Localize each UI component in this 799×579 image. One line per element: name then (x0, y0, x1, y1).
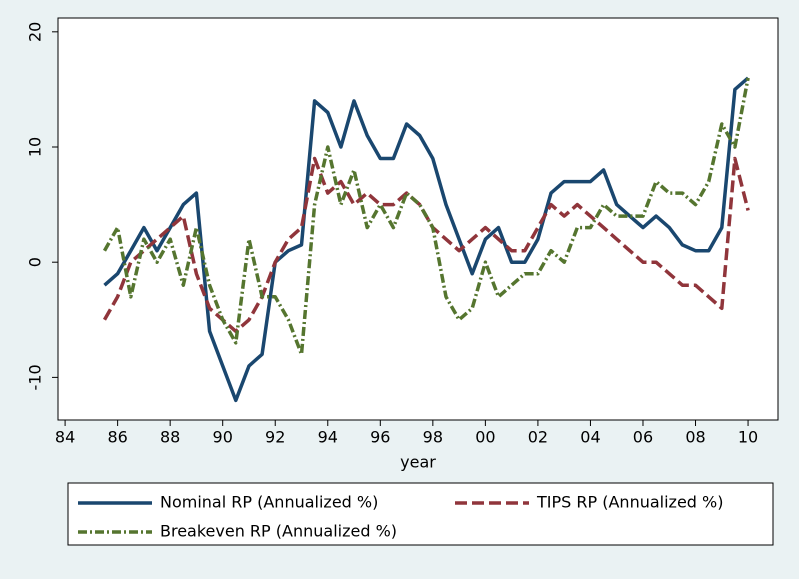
x-tick-label: 84 (55, 428, 75, 447)
x-tick-label: 08 (685, 428, 705, 447)
x-tick-label: 98 (423, 428, 443, 447)
legend (67, 482, 774, 546)
x-tick-label: 02 (528, 428, 548, 447)
x-tick-label: 88 (160, 428, 180, 447)
x-tick-label: 04 (580, 428, 600, 447)
x-tick-label: 92 (265, 428, 285, 447)
x-tick-label: 86 (107, 428, 127, 447)
y-tick-label: -10 (26, 364, 45, 390)
x-tick-label: 00 (475, 428, 495, 447)
legend-label: Breakeven RP (Annualized %) (160, 522, 397, 541)
x-tick-label: 10 (738, 428, 758, 447)
y-tick-label: 10 (26, 137, 45, 157)
y-tick-label: 0 (26, 257, 45, 267)
x-tick-label: 06 (633, 428, 653, 447)
x-tick-label: 96 (370, 428, 390, 447)
x-tick-label: 94 (318, 428, 338, 447)
x-axis-title: year (400, 453, 436, 472)
legend-label: TIPS RP (Annualized %) (536, 493, 723, 512)
x-tick-label: 90 (213, 428, 233, 447)
series-line (103, 76, 750, 403)
plot-area (57, 17, 779, 421)
series-line (102, 77, 750, 357)
y-tick-label: 20 (26, 22, 45, 42)
legend-label: Nominal RP (Annualized %) (160, 493, 378, 512)
